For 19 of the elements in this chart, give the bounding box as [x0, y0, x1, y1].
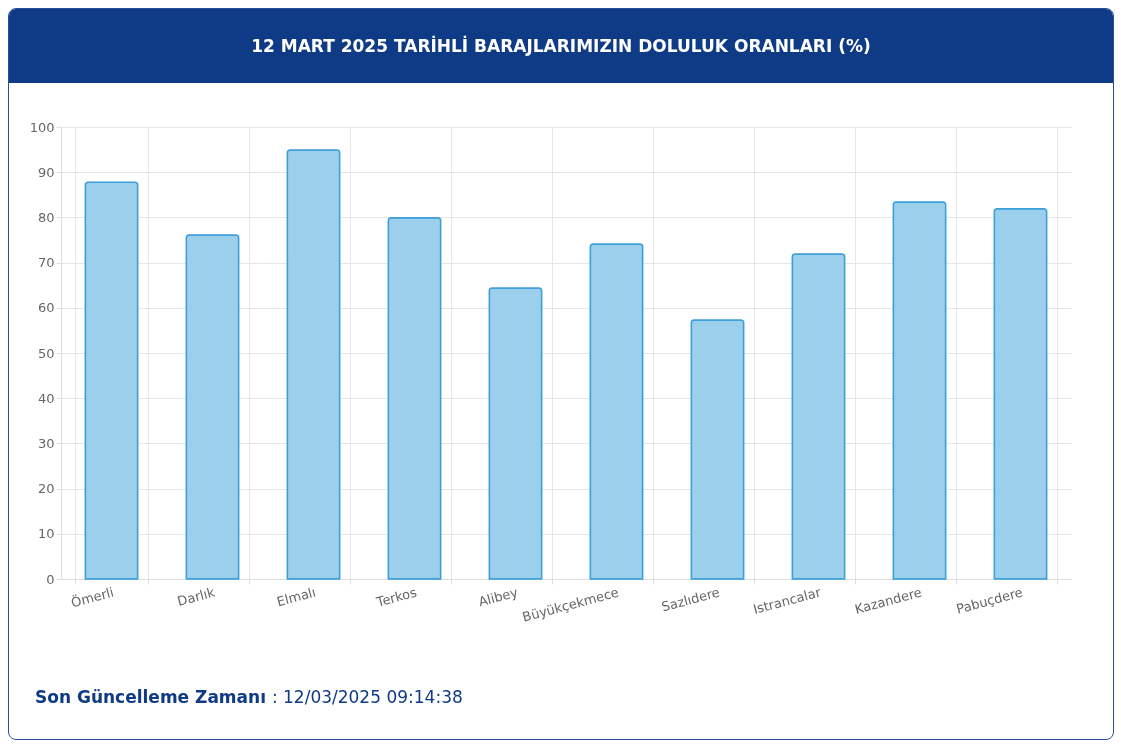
y-tick-label: 60 [37, 300, 55, 316]
y-tick-label: 20 [37, 481, 55, 497]
y-tick-label: 70 [37, 255, 55, 271]
x-tick-label: Sazlıdere [659, 584, 722, 615]
text: Son Güncelleme Zamanı : 12/03/2025 09:14:38 [35, 687, 463, 707]
y-tick-label: 100 [29, 119, 55, 135]
chart-title: 12 MART 2025 TARİHLİ BARAJLARIMIZIN DOLULUK ORANLARI (%) [9, 9, 1113, 83]
x-tick-label: Elmalı [275, 584, 318, 610]
y-tick-label: 10 [37, 526, 55, 542]
y-tick-label: 40 [37, 390, 55, 406]
x-tick-label: Terkos [374, 584, 419, 610]
y-tick-label: 0 [46, 571, 55, 587]
x-tick-label: Alibey [476, 584, 520, 610]
y-tick-label: 80 [37, 209, 55, 225]
x-tick-label: Ömerli [69, 583, 116, 611]
y-tick-label: 90 [37, 164, 55, 180]
x-tick-label: Darlık [175, 584, 217, 609]
y-tick-label: 30 [37, 435, 55, 451]
y-tick-label: 50 [37, 345, 55, 361]
